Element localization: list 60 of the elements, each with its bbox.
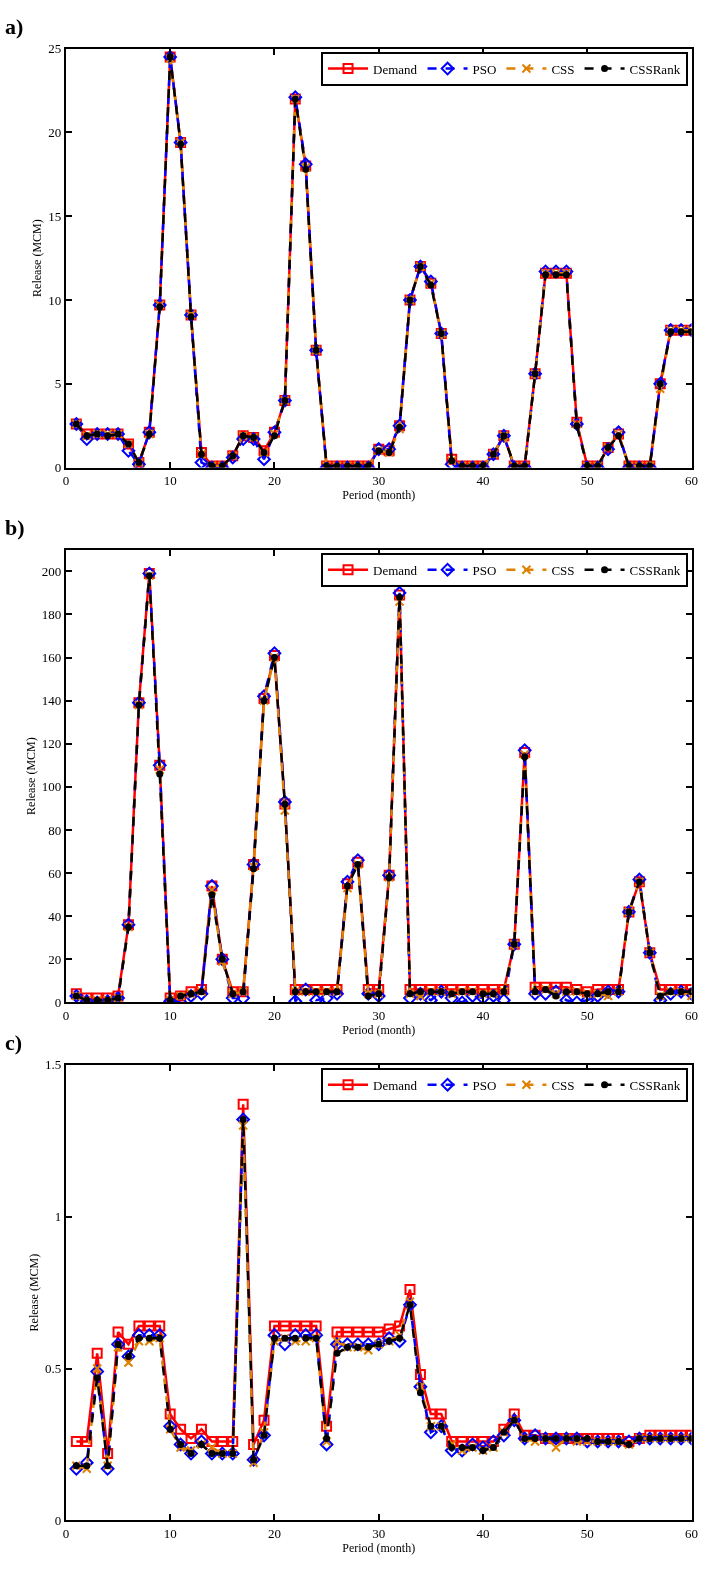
chart-title: b) xyxy=(5,515,25,540)
y-tick-label: 10 xyxy=(48,292,62,308)
y-tick-label: 0 xyxy=(54,1512,62,1528)
x-tick-label: 20 xyxy=(267,1526,281,1542)
y-tick-label: 180 xyxy=(41,606,62,622)
x-tick-label: 60 xyxy=(685,1008,699,1023)
legend-label: PSO xyxy=(472,562,497,578)
y-tick-label: 20 xyxy=(48,124,62,140)
y-tick-label: 15 xyxy=(48,208,62,224)
y-tick-label: 20 xyxy=(48,951,62,967)
y-tick-label: 140 xyxy=(41,693,62,709)
legend-label: CSSRank xyxy=(629,1077,681,1093)
y-tick-label: 5 xyxy=(54,376,62,392)
legend-label: Demand xyxy=(373,61,418,77)
legend-label: CSS xyxy=(551,61,575,77)
x-axis-title: Period (month) xyxy=(342,1541,416,1556)
legend-label: CSS xyxy=(551,562,575,578)
chart-title: a) xyxy=(5,14,24,39)
legend-label: CSSRank xyxy=(629,562,681,578)
y-tick-label: 160 xyxy=(41,650,62,666)
y-tick-label: 40 xyxy=(48,908,62,924)
x-tick-label: 20 xyxy=(267,1008,281,1023)
y-tick-label: 0 xyxy=(54,460,62,476)
x-axis-title: Period (month) xyxy=(342,1023,416,1037)
y-tick-label: 200 xyxy=(41,563,62,579)
x-tick-label: 10 xyxy=(163,1526,177,1542)
x-tick-label: 40 xyxy=(476,1526,490,1542)
y-tick-label: 100 xyxy=(41,779,62,795)
y-axis-title: Release (MCM) xyxy=(30,219,45,297)
x-axis-title: Period (month) xyxy=(342,488,416,503)
x-tick-label: 30 xyxy=(372,473,386,489)
x-tick-label: 10 xyxy=(163,473,177,489)
x-tick-label: 50 xyxy=(580,1008,594,1023)
x-tick-label: 60 xyxy=(685,473,699,489)
y-tick-label: 60 xyxy=(48,865,62,881)
y-tick-label: 120 xyxy=(41,736,62,752)
y-axis-title: Release (MCM) xyxy=(26,1253,41,1332)
x-tick-label: 40 xyxy=(476,473,490,489)
y-tick-label: 0.5 xyxy=(45,1361,62,1377)
x-tick-label: 20 xyxy=(267,473,281,489)
x-tick-label: 50 xyxy=(580,1526,594,1542)
x-tick-label: 60 xyxy=(685,1526,699,1542)
legend-label: PSO xyxy=(472,61,497,77)
y-tick-label: 80 xyxy=(48,822,62,838)
y-tick-label: 1 xyxy=(54,1209,62,1225)
legend-label: PSO xyxy=(472,1077,497,1093)
y-axis-title: Release (MCM) xyxy=(23,737,38,815)
x-tick-label: 30 xyxy=(372,1526,386,1542)
legend-label: Demand xyxy=(373,562,418,578)
x-tick-label: 30 xyxy=(372,1008,386,1023)
y-tick-label: 0 xyxy=(54,994,62,1010)
x-tick-label: 40 xyxy=(476,1008,490,1023)
x-tick-label: 10 xyxy=(163,1008,177,1023)
y-tick-label: 1.5 xyxy=(45,1057,62,1073)
legend-label: Demand xyxy=(373,1077,418,1093)
x-tick-label: 50 xyxy=(580,473,594,489)
legend-label: CSS xyxy=(551,1077,575,1093)
chart-title: c) xyxy=(5,1030,23,1055)
legend-label: CSSRank xyxy=(629,61,681,77)
y-tick-label: 25 xyxy=(48,41,62,57)
